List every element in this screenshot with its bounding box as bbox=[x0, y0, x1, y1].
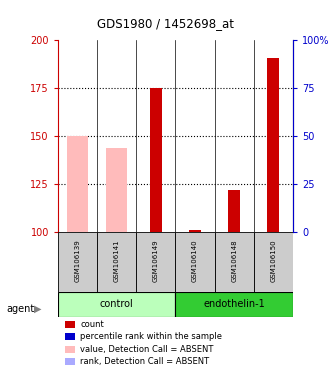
Text: ▶: ▶ bbox=[34, 304, 42, 314]
Bar bbox=[58, 292, 175, 317]
Bar bbox=[97, 232, 136, 292]
Bar bbox=[254, 232, 293, 292]
Text: count: count bbox=[80, 320, 104, 329]
Text: GSM106141: GSM106141 bbox=[114, 240, 120, 282]
Text: GSM106140: GSM106140 bbox=[192, 240, 198, 282]
Bar bbox=[189, 230, 201, 232]
Bar bbox=[136, 232, 175, 292]
Bar bbox=[175, 232, 214, 292]
Bar bbox=[214, 232, 254, 292]
Text: percentile rank within the sample: percentile rank within the sample bbox=[80, 332, 222, 341]
Bar bbox=[228, 190, 240, 232]
Bar bbox=[267, 58, 279, 232]
Text: GSM106150: GSM106150 bbox=[270, 240, 276, 282]
Text: GSM106149: GSM106149 bbox=[153, 240, 159, 282]
Bar bbox=[106, 148, 127, 232]
Text: GDS1980 / 1452698_at: GDS1980 / 1452698_at bbox=[97, 17, 234, 30]
Text: endothelin-1: endothelin-1 bbox=[203, 299, 265, 310]
Bar bbox=[150, 88, 162, 232]
Text: GSM106148: GSM106148 bbox=[231, 240, 237, 282]
Text: GSM106139: GSM106139 bbox=[74, 240, 80, 282]
Bar bbox=[175, 292, 293, 317]
Text: control: control bbox=[100, 299, 133, 310]
Text: agent: agent bbox=[7, 304, 35, 314]
Text: rank, Detection Call = ABSENT: rank, Detection Call = ABSENT bbox=[80, 357, 209, 366]
Bar bbox=[67, 136, 88, 232]
Text: value, Detection Call = ABSENT: value, Detection Call = ABSENT bbox=[80, 344, 213, 354]
Bar bbox=[58, 232, 97, 292]
